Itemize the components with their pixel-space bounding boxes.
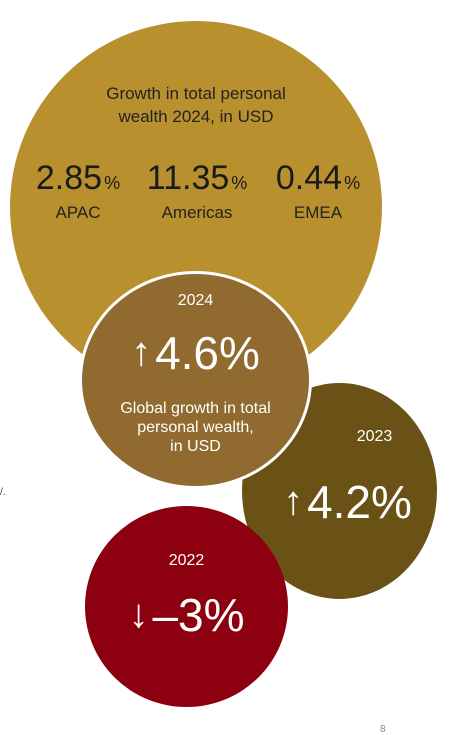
stat-emea-unit: % [344, 173, 361, 193]
stat-americas-value: 11.35 [146, 159, 230, 197]
arrow-up-icon: ↑ [131, 330, 152, 374]
stat-emea-value: 0.44 [275, 159, 343, 197]
stat-americas-unit: % [231, 173, 248, 193]
regional-heading: Growth in total personal wealth 2024, in… [10, 82, 382, 128]
growth-2023-number: 4.2% [307, 476, 412, 528]
global-desc-line2: personal wealth, [137, 419, 254, 436]
stat-emea-region: EMEA [293, 203, 343, 222]
growth-2022-circle: 2022 ↓–3% [85, 506, 288, 707]
year-2023-label: 2023 [356, 428, 393, 445]
global-growth-2024-circle: 2024 ↑4.6% Global growth in total person… [79, 271, 312, 489]
year-2022-label: 2022 [168, 552, 205, 569]
regional-heading-line1: Growth in total personal [106, 84, 286, 103]
stat-americas-region: Americas [161, 203, 233, 222]
regional-heading-line2: wealth 2024, in USD [118, 107, 274, 126]
global-growth-number: 4.6% [155, 327, 260, 379]
global-year-label: 2024 [177, 292, 214, 309]
stat-apac: 2.85% APAC [28, 160, 128, 223]
stray-mark: /. [0, 487, 6, 498]
growth-2022-number: –3% [152, 589, 245, 641]
growth-2023-value: ↑4.2% [250, 475, 445, 529]
global-desc-line1: Global growth in total [120, 400, 271, 417]
global-desc-line3: in USD [170, 438, 221, 455]
arrow-down-icon: ↓ [128, 592, 149, 636]
arrow-up-icon: ↑ [283, 479, 304, 523]
stat-emea: 0.44% EMEA [268, 160, 368, 223]
page-number: 8 [380, 724, 386, 735]
global-growth-value: ↑4.6% [82, 326, 309, 380]
stat-americas: 11.35% Americas [137, 160, 257, 223]
stat-apac-unit: % [104, 173, 121, 193]
stat-apac-value: 2.85 [35, 159, 103, 197]
growth-2022-value: ↓–3% [85, 588, 288, 642]
global-growth-description: Global growth in total personal wealth, … [82, 399, 309, 456]
stat-apac-region: APAC [55, 203, 101, 222]
